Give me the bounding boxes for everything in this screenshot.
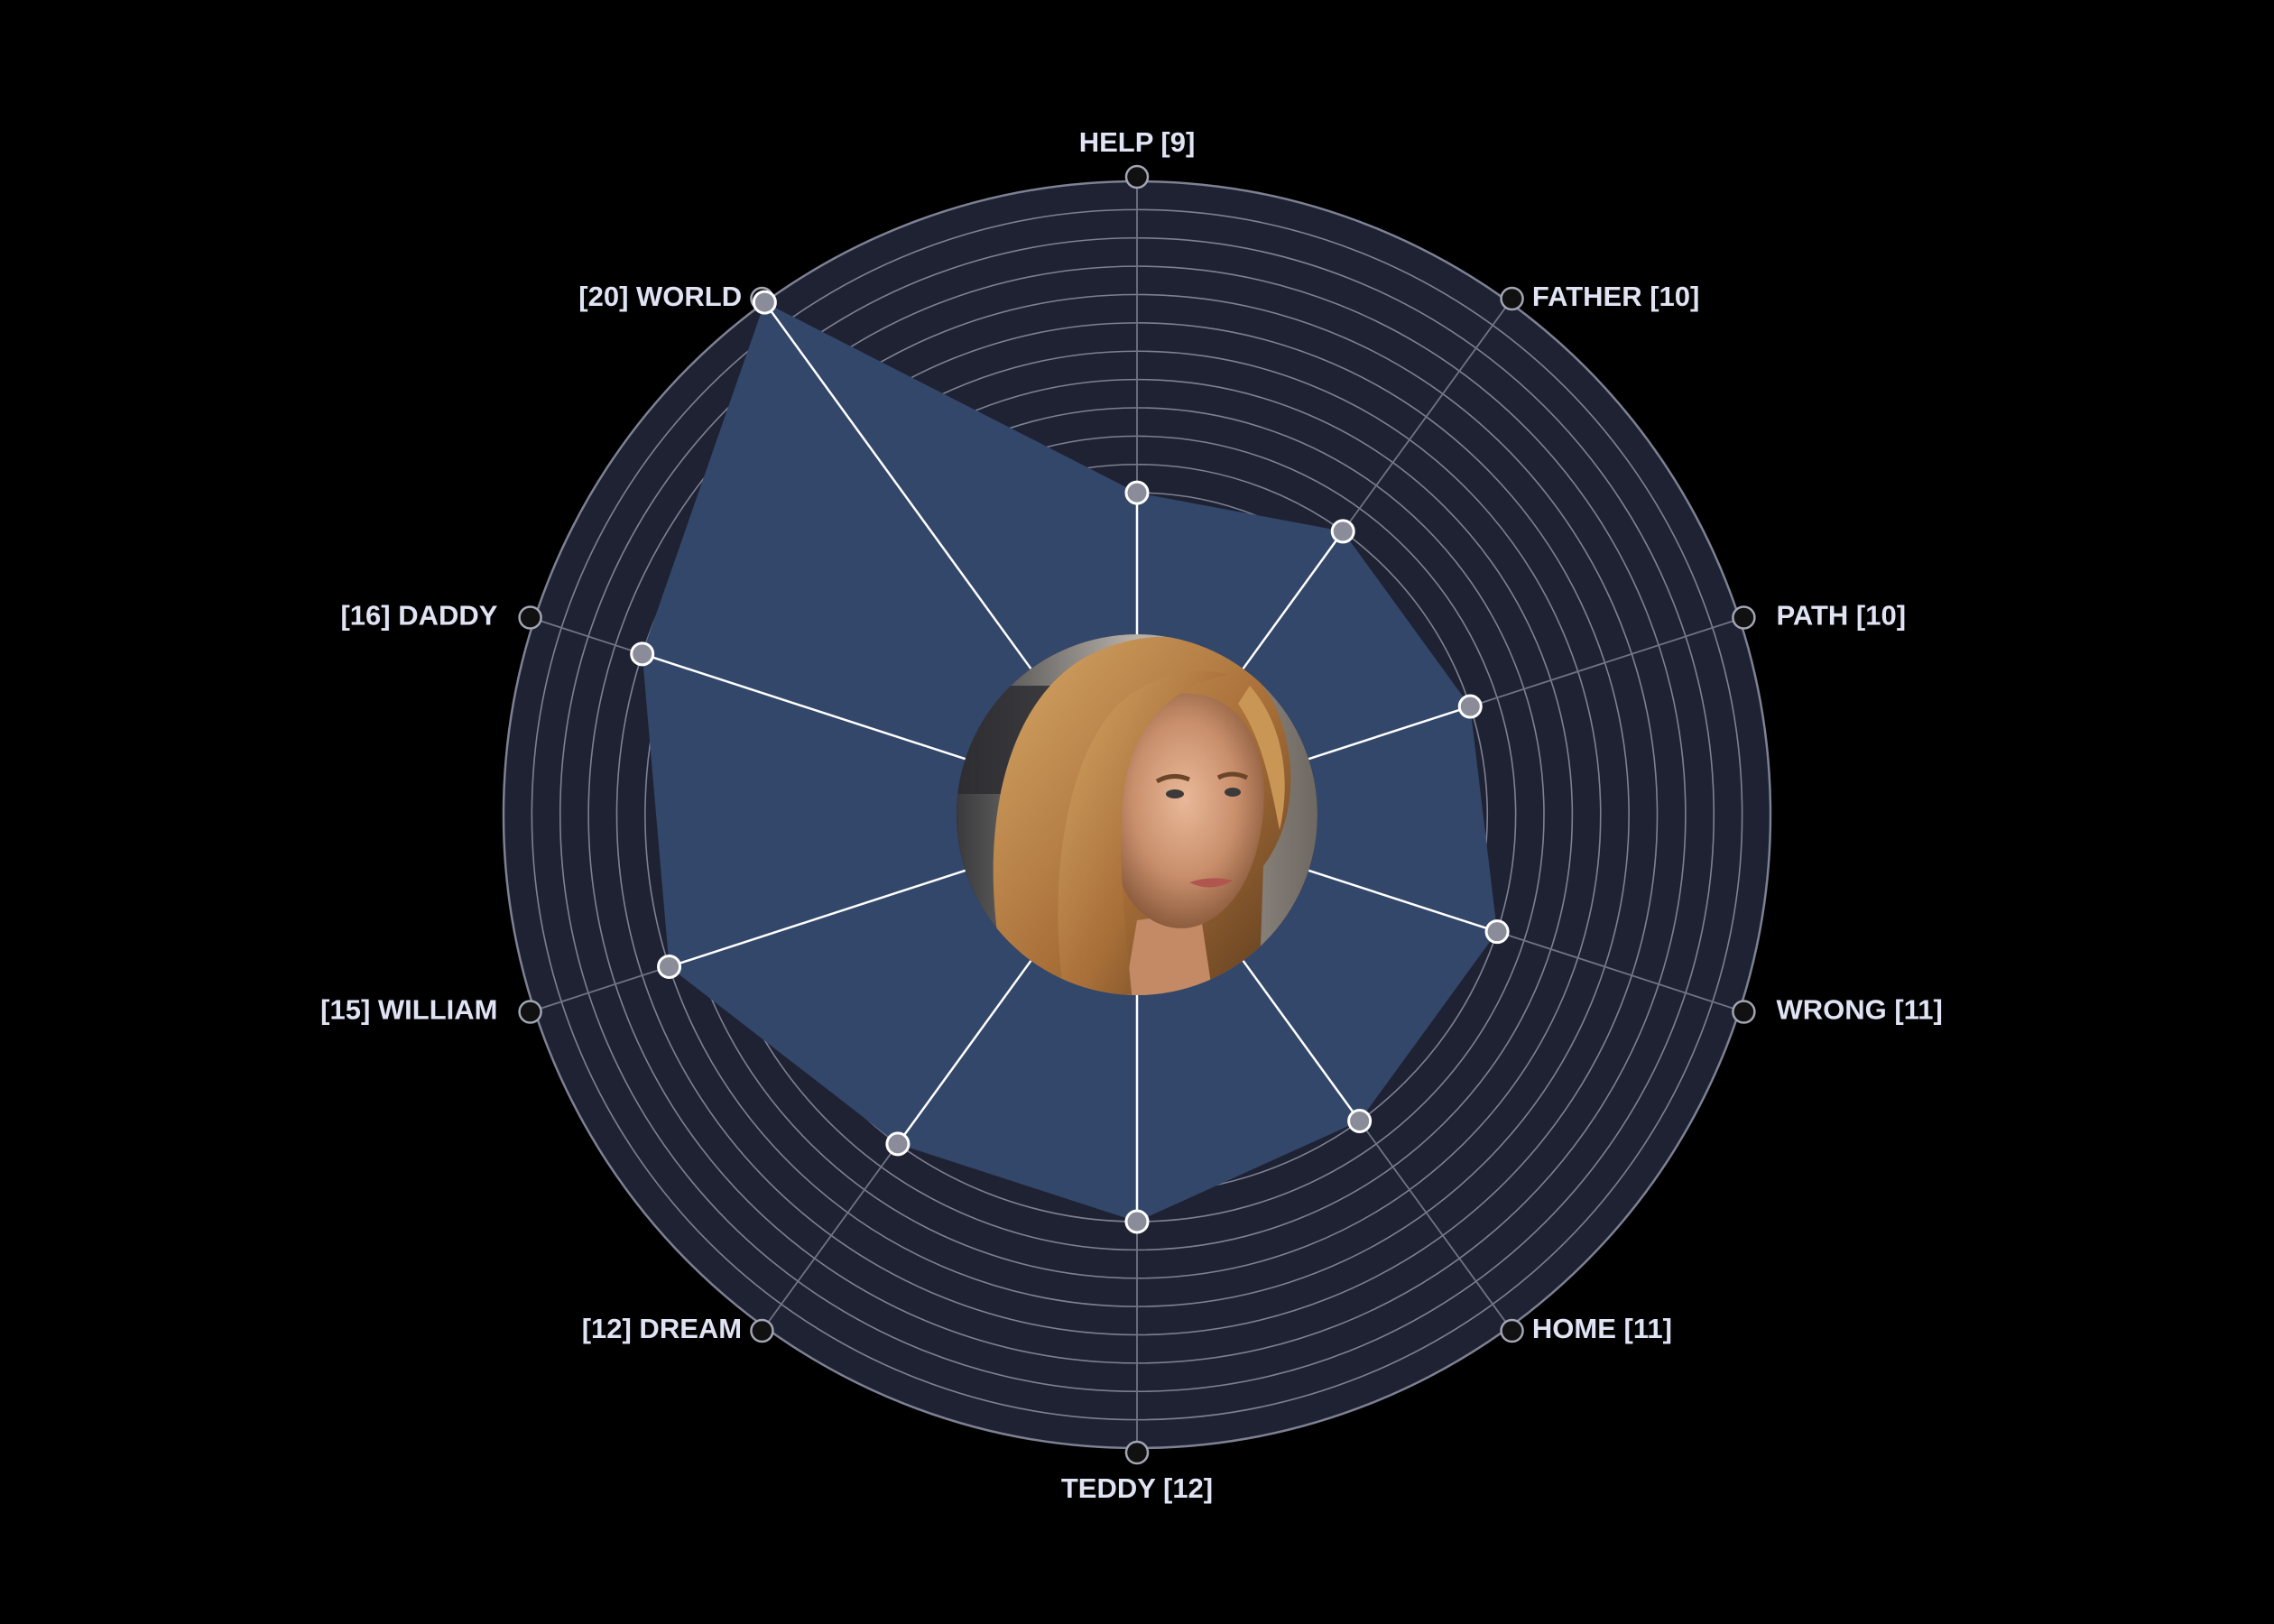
data-point-world[interactable] bbox=[752, 290, 777, 315]
data-spoke-world bbox=[763, 301, 1032, 669]
data-spoke-dream bbox=[896, 960, 1032, 1145]
axis-label-william: [15] WILLIAM bbox=[320, 994, 497, 1026]
axis-labels: HELP [9] FATHER [10] PATH [10] WRONG [11] HO… bbox=[320, 126, 1943, 1504]
axis-end-marker-daddy bbox=[518, 605, 542, 630]
axis-label-wrong: WRONG [11] bbox=[1777, 994, 1943, 1026]
data-point-teddy[interactable] bbox=[1124, 1209, 1150, 1234]
data-point-wrong[interactable] bbox=[1484, 919, 1510, 945]
data-spoke-home bbox=[1242, 960, 1361, 1122]
axis-label-world: [20] WORLD bbox=[578, 281, 742, 312]
data-spoke-daddy bbox=[642, 652, 966, 761]
data-point-daddy[interactable] bbox=[630, 641, 655, 667]
data-point-home[interactable] bbox=[1347, 1108, 1373, 1133]
axis-label-daddy: [16] DADDY bbox=[340, 600, 497, 632]
axis-label-teddy: TEDDY [12] bbox=[1061, 1472, 1213, 1504]
data-point-help[interactable] bbox=[1124, 480, 1150, 505]
data-points bbox=[630, 290, 1510, 1234]
data-spoke-william bbox=[669, 869, 966, 968]
data-spoke-path bbox=[1308, 705, 1471, 761]
axis-end-marker-help bbox=[1124, 164, 1150, 189]
axis-label-home: HOME [11] bbox=[1532, 1313, 1672, 1344]
portrait-photo-icon bbox=[957, 634, 1317, 995]
data-point-path[interactable] bbox=[1457, 694, 1483, 719]
data-point-william[interactable] bbox=[657, 954, 682, 979]
data-point-dream[interactable] bbox=[885, 1131, 911, 1157]
axis-end-marker-wrong bbox=[1732, 1000, 1756, 1024]
data-spokes bbox=[642, 301, 1498, 1222]
data-spoke-father bbox=[1242, 531, 1345, 669]
axis-label-father: FATHER [10] bbox=[1532, 281, 1699, 312]
axis-end-marker-teddy bbox=[1124, 1440, 1150, 1465]
data-point-father[interactable] bbox=[1330, 519, 1355, 544]
axis-end-marker-william bbox=[518, 1000, 542, 1024]
axis-end-marker-dream bbox=[750, 1318, 774, 1343]
axis-end-marker-home bbox=[1500, 1318, 1524, 1343]
axis-label-dream: [12] DREAM bbox=[582, 1313, 742, 1344]
axis-end-marker-father bbox=[1500, 286, 1524, 311]
data-spoke-wrong bbox=[1308, 869, 1498, 933]
axis-label-help: HELP [9] bbox=[1079, 126, 1196, 158]
axis-end-marker-path bbox=[1732, 605, 1756, 630]
axis-label-path: PATH [10] bbox=[1777, 600, 1907, 632]
